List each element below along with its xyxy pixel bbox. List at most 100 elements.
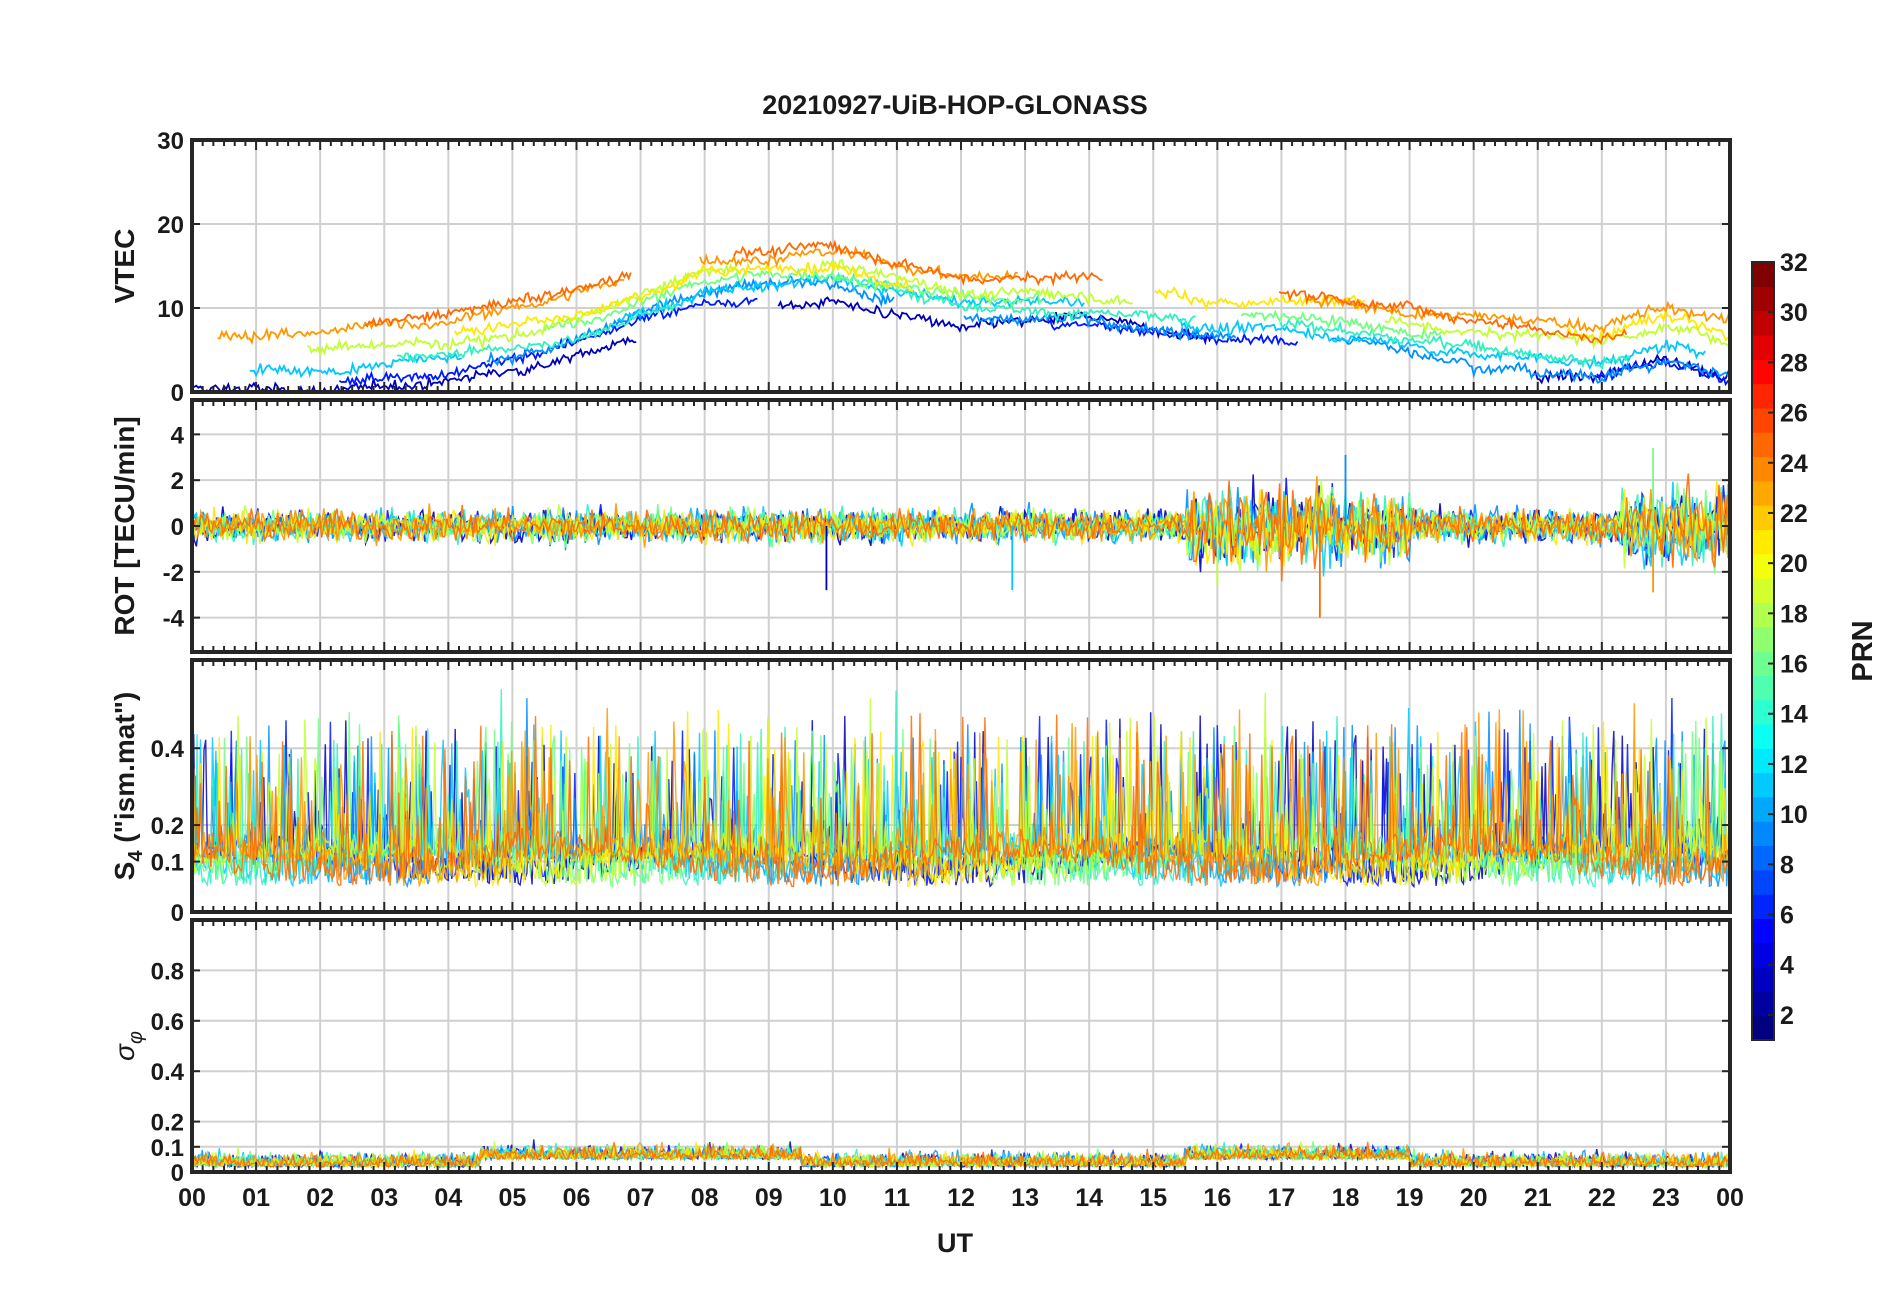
colorbar-tick-label: 16 [1780, 651, 1808, 679]
x-tick-label: 02 [306, 1184, 334, 1212]
x-tick-label: 10 [819, 1184, 847, 1212]
vtec-trace-prn-25 [364, 270, 632, 328]
colorbar-tick-label: 14 [1780, 701, 1808, 729]
x-tick-label: 03 [370, 1184, 398, 1212]
vtec-trace-prn-25 [1278, 288, 1628, 346]
vtec-trace-prn-14 [832, 271, 1196, 328]
colorbar-swatch [1752, 432, 1774, 458]
x-tick-label: 00 [178, 1184, 206, 1212]
colorbar-swatch [1752, 942, 1774, 968]
panel-sigma_phi: 00.10.2 0.4 0.6 0.8 σφ [109, 918, 1732, 1187]
vtec-trace-prn-14 [1279, 316, 1630, 370]
vtec-trace-prn-18 [819, 258, 1134, 306]
vtec-trace-prn-9 [1330, 335, 1730, 384]
y-tick-label: 0.4 [151, 1059, 185, 1086]
vtec-trace-prn-18 [307, 262, 742, 357]
x-tick-label: 14 [1075, 1184, 1103, 1212]
x-tick-label: 00 [1716, 1184, 1744, 1212]
vtec-trace-prn-18 [1384, 315, 1730, 350]
colorbar-tick-label: 22 [1780, 500, 1808, 528]
colorbar-swatch [1752, 262, 1774, 287]
chart-title: 20210927-UiB-HOP-GLONASS [762, 90, 1148, 120]
colorbar-swatch [1752, 967, 1774, 992]
colorbar-swatch [1752, 651, 1774, 676]
x-axis: 00 01 02 03 04 05 06 07 08 09 10 11 12 13 14 15 16 17 18 19… [178, 1184, 1744, 1212]
s4-trace-prn-25 [192, 713, 1730, 889]
x-tick-label: 22 [1588, 1184, 1616, 1212]
vtec-trace-prn-9 [963, 311, 1237, 342]
colorbar-swatch [1752, 796, 1774, 822]
colorbar-swatch [1752, 821, 1774, 847]
colorbar-tick-label: 2 [1780, 1002, 1794, 1030]
y-tick-label: 0.1 [151, 850, 184, 877]
y-tick-label: 0 [171, 380, 184, 407]
y-tick-label: 0.8 [151, 958, 184, 985]
s4-trace-prn-18 [192, 692, 1730, 888]
colorbar-frame [1751, 261, 1775, 1041]
colorbar-tick-label: 4 [1780, 952, 1794, 980]
x-tick-label: 12 [947, 1184, 975, 1212]
vtec-trace-prn-4 [1596, 356, 1730, 387]
colorbar-tick-label: 26 [1780, 400, 1808, 428]
y-tick-label: 30 [157, 128, 184, 155]
colorbar-swatch [1752, 675, 1774, 701]
colorbar-tick-label: 12 [1780, 751, 1808, 779]
colorbar-swatch [1752, 918, 1774, 944]
y-tick-label: -4 [163, 606, 185, 633]
x-tick-label: 06 [563, 1184, 591, 1212]
rot-trace-prn-23 [192, 476, 1730, 572]
vtec-trace-prn-20 [1154, 286, 1366, 312]
x-tick-label: 21 [1524, 1184, 1552, 1212]
x-tick-label: 15 [1139, 1184, 1167, 1212]
x-tick-label: 01 [242, 1184, 270, 1212]
rot-traces [192, 473, 1730, 582]
colorbar-swatch [1752, 1015, 1774, 1041]
vtec-trace-prn-14 [397, 303, 677, 364]
x-tick-label: 20 [1460, 1184, 1488, 1212]
x-tick-label: 05 [499, 1184, 527, 1212]
s4-traces [192, 689, 1730, 889]
colorbar-tick-label: 8 [1780, 851, 1794, 879]
colorbar-tick-label: 30 [1780, 299, 1808, 327]
x-tick-label: 08 [691, 1184, 719, 1212]
x-tick-label: 17 [1268, 1184, 1296, 1212]
x-axis-label: UT [937, 1228, 973, 1258]
y-tick-label: 0 [171, 900, 184, 927]
y-tick-label: 0 [171, 1160, 184, 1187]
vtec-trace-prn-16 [1240, 309, 1442, 341]
colorbar-swatch [1752, 286, 1774, 312]
y-tick-label: 10 [157, 296, 184, 323]
colorbar-swatch [1752, 529, 1774, 555]
y-tick-label: 4 [171, 422, 185, 449]
vtec-trace-prn-25 [733, 239, 1103, 288]
y-tick-label: 0.4 [151, 736, 185, 763]
x-tick-label: 16 [1203, 1184, 1231, 1212]
vtec-trace-prn-23 [1308, 295, 1730, 335]
colorbar-swatch [1752, 310, 1774, 336]
x-tick-label: 07 [627, 1184, 655, 1212]
y-tick-label: 0.6 [151, 1009, 184, 1036]
x-tick-label: 04 [434, 1184, 462, 1212]
colorbar-tick-label: 24 [1780, 450, 1808, 478]
y-tick-label: 20 [157, 212, 184, 239]
y-tick-label: 0.2 [151, 1110, 184, 1137]
colorbar-swatch [1752, 407, 1774, 433]
x-tick-label: 18 [1332, 1184, 1360, 1212]
x-tick-label: 11 [884, 1184, 911, 1212]
colorbar-swatch [1752, 869, 1774, 895]
colorbar-swatch [1752, 602, 1774, 628]
s4-ylabel: S4 ("ism.mat") [109, 692, 147, 881]
colorbar-swatch [1752, 845, 1774, 871]
panel-s4: 0 0.1 0.2 0.4S4 ("ism.mat") [109, 658, 1732, 927]
colorbar-swatch [1752, 748, 1774, 774]
y-tick-label: 2 [171, 468, 184, 495]
colorbar-swatch [1752, 480, 1774, 506]
colorbar-swatch [1752, 626, 1774, 652]
y-tick-label: 0.2 [151, 813, 184, 840]
sigma_phi-ylabel: σφ [109, 1031, 147, 1061]
x-tick-label: 19 [1396, 1184, 1424, 1212]
colorbar-swatch [1752, 359, 1774, 385]
x-tick-label: 09 [755, 1184, 783, 1212]
colorbar-swatch [1752, 991, 1774, 1017]
